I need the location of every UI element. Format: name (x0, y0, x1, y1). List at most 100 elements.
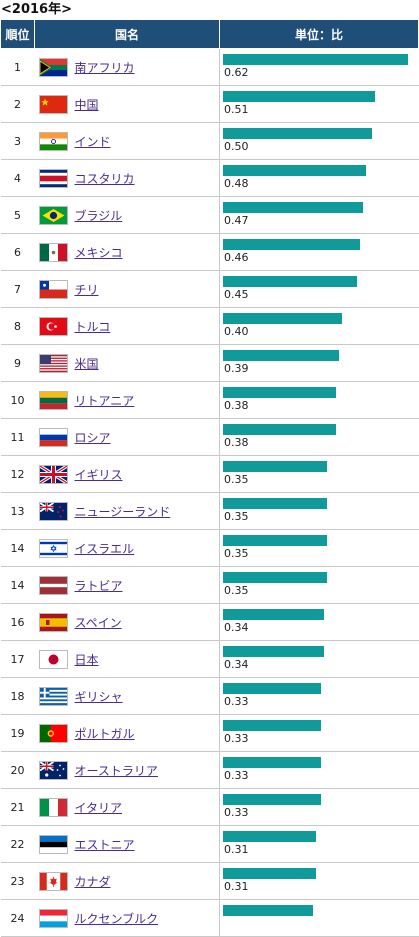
value-label: 0.33 (224, 806, 249, 819)
bar-cell: 0.46 (219, 233, 419, 271)
value-label: 0.48 (224, 177, 249, 190)
bar (223, 128, 372, 139)
bar (223, 683, 321, 694)
value-label: 0.33 (224, 695, 249, 708)
country-link[interactable]: ニュージーランド (74, 504, 171, 519)
rank-value: 24 (0, 899, 35, 937)
rank-value: 1 (0, 48, 35, 86)
spain-flag-icon (39, 613, 67, 631)
country-cell: スペイン (34, 603, 220, 641)
country-cell: ギリシャ (34, 677, 220, 715)
value-label: 0.31 (224, 880, 249, 893)
country-cell: 南アフリカ (34, 48, 220, 86)
table-row: 24 ルクセンブルク (0, 899, 419, 937)
country-link[interactable]: ギリシャ (74, 689, 123, 704)
country-cell: チリ (34, 270, 220, 308)
rank-header: 順位 (0, 19, 35, 49)
country-link[interactable]: イタリア (74, 800, 123, 815)
rank-value: 12 (0, 455, 35, 493)
bar-cell: 0.35 (219, 455, 419, 493)
rank-value: 21 (0, 788, 35, 826)
bar (223, 757, 321, 768)
rank-value: 14 (0, 529, 35, 567)
bar (223, 202, 363, 213)
country-cell: 中国 (34, 85, 220, 123)
table-row: 22 エストニア 0.31 (0, 825, 419, 863)
country-cell: ルクセンブルク (34, 899, 220, 937)
costa-rica-flag-icon (39, 169, 67, 187)
bar (223, 831, 316, 842)
value-label: 0.51 (224, 103, 249, 116)
country-link[interactable]: トルコ (74, 319, 111, 334)
rank-value: 9 (0, 344, 35, 382)
bar (223, 424, 336, 435)
country-link[interactable]: カナダ (74, 874, 111, 889)
country-link[interactable]: ポルトガル (74, 726, 135, 741)
country-cell: リトアニア (34, 381, 220, 419)
value-label: 0.35 (224, 547, 249, 560)
table-row: 19 ポルトガル 0.33 (0, 714, 419, 752)
luxembourg-flag-icon (39, 909, 67, 927)
unit-header: 単位：比 (219, 19, 419, 49)
bar (223, 54, 408, 65)
value-label: 0.31 (224, 843, 249, 856)
usa-flag-icon (39, 354, 67, 372)
india-flag-icon (39, 132, 67, 150)
bar-cell: 0.50 (219, 122, 419, 160)
bar (223, 91, 375, 102)
bar-cell: 0.35 (219, 566, 419, 604)
country-link[interactable]: ラトビア (74, 578, 123, 593)
country-link[interactable]: コスタリカ (74, 171, 135, 186)
country-link[interactable]: ロシア (74, 430, 111, 445)
country-link[interactable]: メキシコ (74, 245, 123, 260)
australia-flag-icon (39, 761, 67, 779)
value-label: 0.39 (224, 362, 249, 375)
bar (223, 498, 327, 509)
country-link[interactable]: チリ (74, 282, 99, 297)
bar-cell: 0.35 (219, 492, 419, 530)
table-row: 3 インド 0.50 (0, 122, 419, 160)
value-label: 0.34 (224, 658, 249, 671)
rank-value: 11 (0, 418, 35, 456)
bar (223, 609, 324, 620)
country-link[interactable]: 日本 (74, 652, 99, 667)
country-link[interactable]: ルクセンブルク (74, 911, 159, 926)
value-label: 0.35 (224, 510, 249, 523)
mexico-flag-icon (39, 243, 67, 261)
value-label: 0.35 (224, 473, 249, 486)
bar-cell: 0.33 (219, 751, 419, 789)
rank-value: 16 (0, 603, 35, 641)
country-cell: ブラジル (34, 196, 220, 234)
value-label: 0.33 (224, 769, 249, 782)
bar-cell: 0.33 (219, 788, 419, 826)
bar (223, 535, 327, 546)
country-link[interactable]: 米国 (74, 356, 99, 371)
bar (223, 276, 357, 287)
russia-flag-icon (39, 428, 67, 446)
rank-value: 23 (0, 862, 35, 900)
rank-value: 19 (0, 714, 35, 752)
country-link[interactable]: イギリス (74, 467, 123, 482)
rank-value: 6 (0, 233, 35, 271)
bar (223, 572, 327, 583)
country-cell: カナダ (34, 862, 220, 900)
uk-flag-icon (39, 465, 67, 483)
table-row: 21 イタリア 0.33 (0, 788, 419, 826)
table-row: 9 米国 0.39 (0, 344, 419, 382)
country-link[interactable]: スペイン (74, 615, 122, 630)
table-row: 16 スペイン 0.34 (0, 603, 419, 641)
new-zealand-flag-icon (39, 502, 67, 520)
country-link[interactable]: リトアニア (74, 393, 135, 408)
bar (223, 646, 324, 657)
rank-value: 5 (0, 196, 35, 234)
country-link[interactable]: イスラエル (74, 541, 135, 556)
country-link[interactable]: 南アフリカ (74, 60, 135, 75)
country-link[interactable]: ブラジル (74, 208, 123, 223)
country-link[interactable]: 中国 (74, 97, 99, 112)
country-link[interactable]: エストニア (74, 837, 135, 852)
country-cell: イギリス (34, 455, 220, 493)
country-cell: ラトビア (34, 566, 220, 604)
country-link[interactable]: オーストラリア (74, 763, 158, 778)
country-link[interactable]: インド (74, 134, 111, 149)
table-row: 8 トルコ 0.40 (0, 307, 419, 345)
